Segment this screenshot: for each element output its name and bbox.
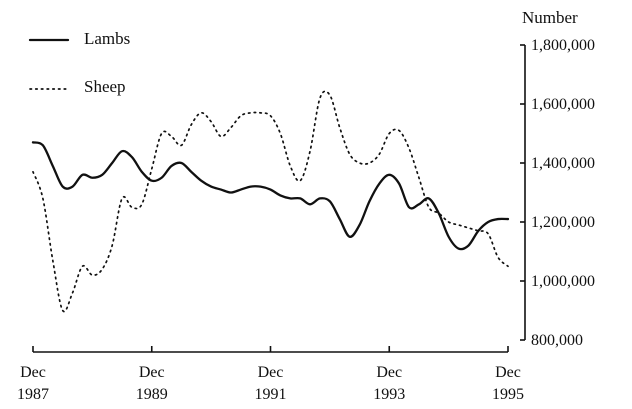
y-tick-label: 1,400,000 — [531, 155, 595, 172]
x-tick-label: Dec 1993 — [373, 364, 405, 403]
y-tick-label: 1,800,000 — [531, 37, 595, 54]
legend-label-sheep: Sheep — [84, 77, 126, 96]
y-axis: 800,000 1,000,000 1,200,000 1,400,000 1,600,… — [520, 37, 595, 349]
y-axis-title: Number — [522, 8, 578, 27]
legend-label-lambs: Lambs — [84, 29, 130, 48]
series-line-sheep — [32, 90, 509, 313]
x-tick-label: Dec 1995 — [492, 364, 524, 403]
x-tick-label: Dec 1987 — [17, 364, 49, 403]
series-line-lambs — [31, 141, 510, 251]
x-tick-label: Dec 1989 — [136, 364, 168, 403]
series-group — [31, 90, 510, 313]
y-tick-label: 1,000,000 — [531, 273, 595, 290]
y-tick-label: 1,600,000 — [531, 96, 595, 113]
x-axis: Dec 1987 Dec 1989 Dec 1991 Dec 1993 Dec 1995 — [17, 346, 524, 403]
x-tick-label: Dec 1991 — [255, 364, 287, 403]
y-tick-label: 800,000 — [531, 332, 583, 349]
y-tick-label: 1,200,000 — [531, 214, 595, 231]
legend: Lambs Sheep — [28, 29, 130, 96]
